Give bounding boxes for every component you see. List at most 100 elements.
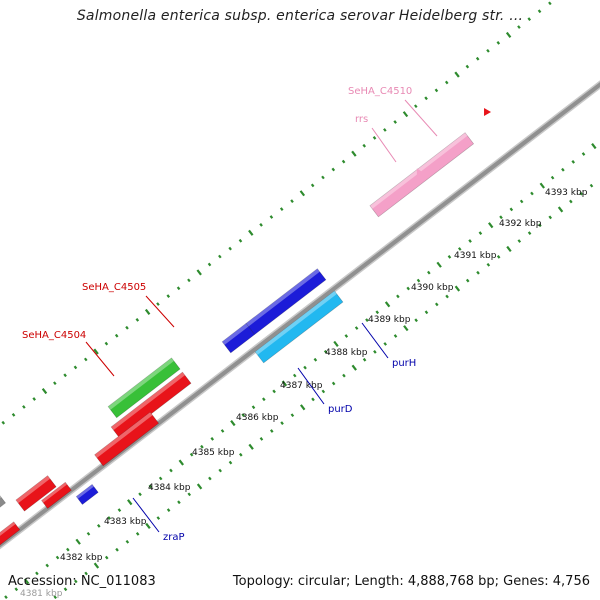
gene-label-zrap-leader	[132, 497, 160, 533]
feature-blue-left	[221, 323, 255, 354]
guide-dot	[341, 159, 346, 164]
guide-dot	[156, 302, 160, 306]
guide-dot	[548, 215, 553, 220]
outer-guide-bottom	[53, 183, 594, 600]
guide-dot	[281, 380, 288, 387]
guide-dot	[310, 183, 315, 188]
gene-label-zrap: zraP	[163, 532, 185, 543]
gene-label-seha-c4510: SeHA_C4510	[348, 86, 412, 97]
tick-label-4390-kbp: 4390 kbp	[411, 283, 454, 293]
guide-dot	[148, 484, 153, 489]
guide-dot	[196, 269, 202, 276]
gene-label-seha-c4510-leader	[404, 99, 438, 137]
gene-label-purh: purH	[392, 358, 416, 369]
tick-label-4388-kbp: 4388 kbp	[325, 348, 368, 358]
outer-guide-top	[1, 1, 552, 425]
guide-dot	[362, 143, 367, 148]
guide-dot	[187, 492, 192, 497]
guide-dot	[416, 278, 421, 283]
feature-red-small-b	[41, 481, 72, 509]
guide-dot	[84, 571, 88, 576]
guide-dot	[530, 191, 534, 196]
guide-dot	[262, 397, 266, 402]
guide-dot	[135, 318, 140, 322]
guide-dot	[55, 555, 60, 560]
guide-dot	[41, 388, 48, 395]
tick-label-4386-kbp: 4386 kbp	[236, 413, 279, 423]
feature-rrs-block	[369, 132, 475, 218]
guide-dot	[145, 522, 151, 530]
tick-label-4384-kbp: 4384 kbp	[148, 483, 191, 493]
guide-dot	[104, 555, 109, 560]
accession-text: Accession: NC_011083	[8, 574, 156, 589]
guide-dot	[436, 261, 442, 268]
guide-dot	[476, 270, 480, 275]
guide-dot	[1, 420, 6, 425]
guide-dot	[158, 476, 163, 481]
gene-label-purh-leader	[361, 322, 389, 359]
guide-dot	[196, 483, 203, 490]
genome-title: Salmonella enterica subsp. enterica sero…	[76, 8, 524, 24]
guide-dot	[375, 310, 380, 315]
feature-red-upper-highlight	[111, 372, 185, 431]
guide-dot	[259, 223, 263, 227]
feature-green-highlight	[108, 357, 174, 410]
guide-dot	[169, 468, 173, 473]
guide-dot	[517, 239, 522, 243]
feature-blue-small-body	[75, 483, 99, 505]
guide-dot	[210, 436, 215, 441]
guide-dot	[323, 349, 328, 354]
backbone-line	[0, 82, 600, 548]
feature-red-marker	[484, 108, 492, 117]
guide-dot	[35, 571, 39, 576]
guide-dot	[53, 381, 57, 386]
guide-dot	[333, 340, 339, 347]
guide-dot	[73, 365, 78, 370]
guide-dot	[11, 412, 16, 417]
guide-dot	[506, 245, 512, 253]
guide-dot	[548, 1, 552, 6]
guide-dot	[241, 413, 245, 417]
guide-dot	[414, 318, 418, 323]
guide-dot	[86, 531, 91, 536]
guide-dot	[569, 199, 573, 204]
guide-dot	[581, 152, 586, 156]
guide-dot	[505, 31, 512, 39]
guide-dot	[445, 294, 449, 299]
guide-dot	[488, 222, 494, 229]
guide-dot	[311, 397, 315, 402]
tick-label-4381-kbp: 4381 kbp	[20, 589, 63, 599]
guide-dot	[539, 182, 545, 189]
guide-dot	[475, 56, 480, 61]
guide-dot	[384, 301, 391, 308]
guide-dot	[519, 199, 524, 204]
guide-dot	[114, 333, 119, 338]
guide-dot	[156, 516, 161, 520]
guide-dot	[248, 443, 254, 450]
guide-dot	[351, 150, 357, 157]
guide-dot	[351, 364, 357, 371]
guide-dot	[207, 262, 212, 267]
guide-dot	[354, 326, 359, 330]
guide-dot	[290, 413, 295, 418]
guide-dot	[138, 492, 142, 497]
feature-blue-small	[75, 483, 99, 505]
guide-dot	[280, 421, 284, 425]
guide-dot	[228, 460, 233, 465]
gene-label-rrs: rrs	[355, 114, 368, 125]
guide-dot	[144, 308, 151, 316]
tick-label-4393-kbp: 4393 kbp	[545, 188, 588, 198]
guide-dot	[14, 587, 19, 592]
gene-label-seha-c4505-leader	[145, 295, 175, 328]
guide-dot	[93, 348, 99, 355]
gene-label-purd: purD	[328, 404, 353, 415]
feature-red-small-c-body	[0, 521, 21, 546]
guide-dot	[63, 373, 67, 378]
guide-dot	[23, 578, 30, 585]
guide-dot	[424, 310, 429, 315]
feature-red-upper-body	[110, 371, 192, 439]
guide-dot	[589, 183, 594, 188]
guide-dot	[176, 286, 181, 291]
guide-dot	[383, 342, 387, 346]
